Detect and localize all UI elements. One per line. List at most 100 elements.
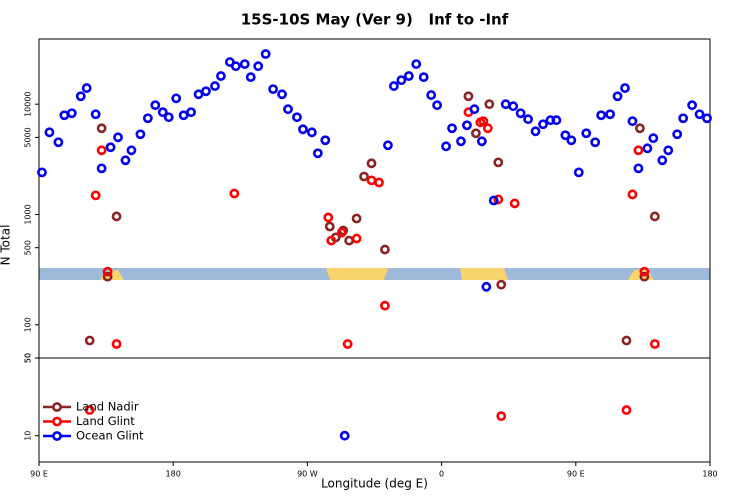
data-point [283,104,293,115]
legend-label: Ocean Glint [76,429,144,443]
data-point [380,244,390,255]
data-point [515,108,526,119]
data-point [96,123,107,134]
data-point [388,81,399,91]
data-point [560,130,571,141]
data-point [482,123,493,134]
data-point [523,114,533,125]
data-point [111,211,122,222]
data-point [627,116,638,127]
data-point [509,198,520,209]
data-point [633,163,644,174]
data-point [488,195,499,206]
data-point [135,129,146,140]
legend-label: Land Glint [76,414,135,428]
data-point [163,112,174,123]
data-point [342,339,353,349]
land-band [460,268,508,280]
data-point [649,339,660,349]
data-point [633,145,644,156]
data-point [336,227,347,238]
x-tick-label: 90 E [567,470,585,479]
data-point [639,271,650,282]
data-point [81,83,92,93]
data-point [432,100,443,111]
data-point [260,49,271,59]
data-point [142,113,153,124]
data-point [496,411,507,422]
x-tick-label: 0 [439,470,444,479]
data-point [59,110,70,121]
data-point [694,109,705,120]
data-point [383,140,393,151]
data-point [621,335,632,346]
data-point [648,133,659,144]
data-point [171,93,182,104]
data-point [500,99,511,110]
data-point [657,155,668,166]
data-point [326,235,337,246]
data-point [323,212,334,223]
surface-band [39,268,710,280]
legend-label: Land Nadir [76,400,139,414]
data-point [441,141,451,152]
data-point [178,110,189,121]
data-point [403,71,414,81]
data-point [687,100,698,111]
data-point [530,126,541,137]
data-point [102,271,113,282]
data-point [380,300,390,311]
data-point [157,107,168,118]
legend-marker [52,416,62,427]
data-point [590,137,601,148]
legend-marker [52,402,62,412]
data-point [639,266,650,277]
data-point [230,61,241,72]
data-point [359,171,369,182]
data-point [573,167,584,178]
data-point [84,335,95,346]
data-point [366,175,377,186]
data-point [411,59,422,69]
data-point [102,266,113,277]
y-tick-label: 100 [24,317,33,332]
data-point [339,430,350,441]
data-point [277,89,287,100]
data-point [627,189,638,200]
data-point [496,279,507,290]
data-point [96,163,107,174]
data-point [120,155,131,166]
data-point [344,235,355,246]
data-point [186,107,196,118]
x-axis-title: Longitude (deg E) [321,477,428,491]
data-point [493,157,504,168]
data-point [538,119,548,130]
data-point [672,129,683,140]
data-point [642,143,653,154]
data-point [663,145,674,156]
data-point [239,59,250,69]
y-tick-label: 1000 [24,204,33,224]
y-tick-label: 500 [24,240,33,255]
data-point [210,81,220,91]
data-point [484,99,495,110]
y-tick-label: 10000 [24,91,33,116]
data-point [320,135,331,146]
data-point [366,158,377,169]
data-point [44,127,55,138]
y-tick-label: 50 [24,353,33,363]
data-point [678,113,689,124]
data-point [702,113,712,124]
data-point [253,61,264,72]
data-point [351,233,362,244]
plot-frame [38,357,711,463]
data-point [469,104,480,115]
data-point [292,112,302,123]
data-point [551,115,562,126]
data-point [216,71,226,81]
y-tick-label: 5000 [24,127,33,147]
data-point [612,91,623,102]
data-point [90,109,101,120]
x-tick-label: 90 E [30,470,48,479]
data-point [605,109,615,120]
